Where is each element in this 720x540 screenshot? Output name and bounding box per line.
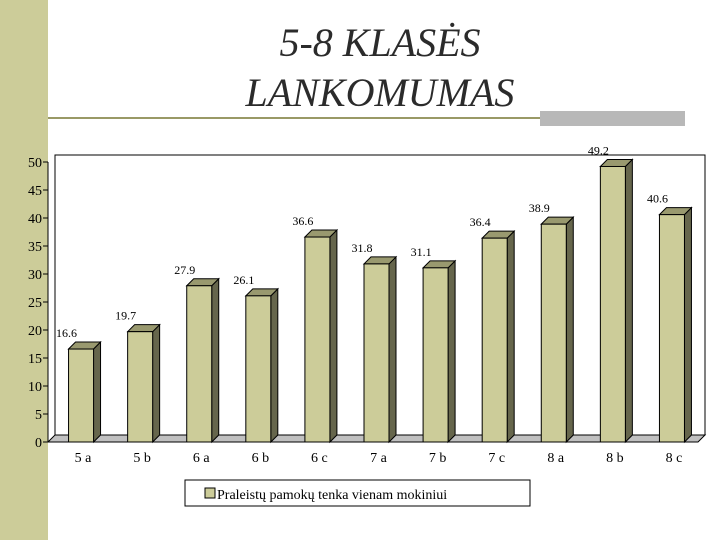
bar-side: [447, 259, 456, 444]
x-tick-label: 6 b: [252, 451, 270, 466]
y-tick-label: 15: [28, 352, 42, 367]
chart-title: 5-8 KLASĖS LANKOMUMAS: [245, 20, 515, 115]
x-tick-label: 6 a: [193, 451, 211, 466]
x-tick-label: 7 a: [370, 451, 388, 466]
y-tick-label: 5: [35, 408, 42, 423]
bar-side: [683, 206, 692, 444]
bar-side: [329, 228, 338, 444]
x-tick-label: 8 c: [666, 451, 683, 466]
value-label: 16.6: [56, 326, 77, 340]
bar: [658, 214, 685, 443]
value-label: 49.2: [588, 143, 609, 157]
value-label: 31.1: [411, 245, 432, 259]
bar-side: [93, 340, 102, 444]
value-label: 31.8: [352, 241, 373, 255]
x-tick-label: 7 c: [488, 451, 505, 466]
bar: [127, 331, 154, 443]
x-tick-label: 8 b: [606, 451, 624, 466]
x-tick-label: 5 b: [133, 451, 151, 466]
x-tick-label: 7 b: [429, 451, 447, 466]
bar: [481, 237, 508, 443]
y-tick-label: 20: [28, 324, 42, 339]
y-tick-label: 10: [28, 380, 42, 395]
bar-side: [211, 277, 220, 444]
value-label: 36.6: [292, 214, 313, 228]
decor-strip: [0, 0, 48, 540]
value-label: 26.1: [233, 273, 254, 287]
y-tick-label: 25: [28, 296, 42, 311]
y-tick-label: 50: [28, 156, 42, 171]
bar: [422, 267, 449, 443]
y-tick-label: 30: [28, 268, 42, 283]
value-label: 38.9: [529, 201, 550, 215]
bar-side: [270, 287, 279, 444]
bar-side: [565, 215, 574, 444]
y-tick-label: 45: [28, 184, 42, 199]
legend-box: [184, 479, 531, 507]
x-tick-label: 8 a: [547, 451, 565, 466]
y-tick-label: 40: [28, 212, 42, 227]
bar: [599, 165, 626, 443]
value-label: 40.6: [647, 192, 668, 206]
bar-side: [624, 158, 633, 444]
x-tick-label: 5 a: [75, 451, 93, 466]
bar: [68, 348, 95, 443]
x-tick-label: 6 c: [311, 451, 328, 466]
bar-side: [388, 255, 397, 444]
bar: [186, 285, 213, 443]
bar: [363, 263, 390, 443]
legend-label: Praleistų pamokų tenka vienam mokiniui: [217, 488, 447, 503]
value-label: 19.7: [115, 309, 136, 323]
decor-box: [540, 111, 685, 126]
value-label: 36.4: [470, 215, 491, 229]
bar: [304, 236, 331, 443]
y-tick-label: 35: [28, 240, 42, 255]
value-label: 27.9: [174, 263, 195, 277]
bar-side: [506, 229, 515, 444]
legend-swatch: [204, 487, 216, 499]
y-tick-label: 0: [35, 436, 42, 451]
bar: [245, 295, 272, 443]
bar: [540, 223, 567, 443]
bar-side: [152, 323, 161, 444]
